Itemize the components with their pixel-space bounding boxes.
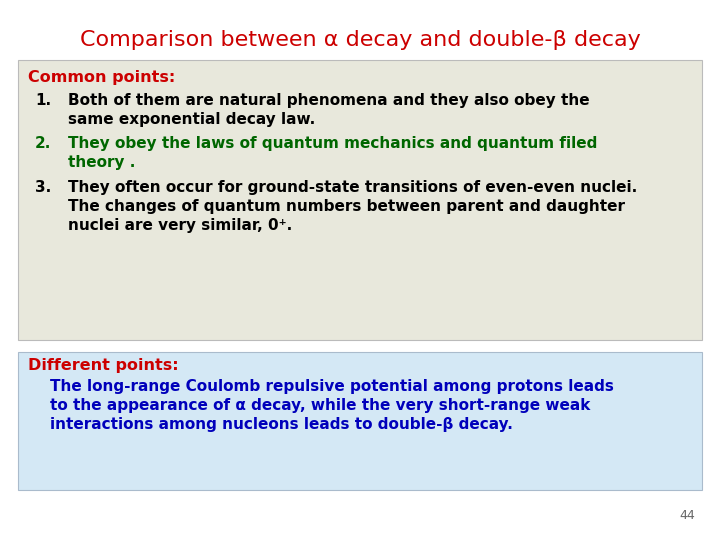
Text: They obey the laws of quantum mechanics and quantum filed: They obey the laws of quantum mechanics … bbox=[68, 136, 598, 151]
Text: Comparison between α decay and double-β decay: Comparison between α decay and double-β … bbox=[80, 30, 640, 50]
FancyBboxPatch shape bbox=[18, 60, 702, 340]
Text: to the appearance of α decay, while the very short-range weak: to the appearance of α decay, while the … bbox=[50, 398, 590, 413]
Text: same exponential decay law.: same exponential decay law. bbox=[68, 112, 315, 127]
FancyBboxPatch shape bbox=[18, 352, 702, 490]
Text: 44: 44 bbox=[679, 509, 695, 522]
Text: Both of them are natural phenomena and they also obey the: Both of them are natural phenomena and t… bbox=[68, 93, 590, 108]
Text: 3.: 3. bbox=[35, 180, 51, 195]
Text: Different points:: Different points: bbox=[28, 358, 179, 373]
Text: interactions among nucleons leads to double-β decay.: interactions among nucleons leads to dou… bbox=[50, 417, 513, 432]
Text: The long-range Coulomb repulsive potential among protons leads: The long-range Coulomb repulsive potenti… bbox=[50, 379, 614, 394]
Text: nuclei are very similar, 0⁺.: nuclei are very similar, 0⁺. bbox=[68, 218, 292, 233]
Text: 2.: 2. bbox=[35, 136, 51, 151]
Text: theory .: theory . bbox=[68, 155, 135, 170]
Text: They often occur for ground-state transitions of even-even nuclei.: They often occur for ground-state transi… bbox=[68, 180, 637, 195]
Text: The changes of quantum numbers between parent and daughter: The changes of quantum numbers between p… bbox=[68, 199, 625, 214]
Text: Common points:: Common points: bbox=[28, 70, 175, 85]
Text: 1.: 1. bbox=[35, 93, 51, 108]
